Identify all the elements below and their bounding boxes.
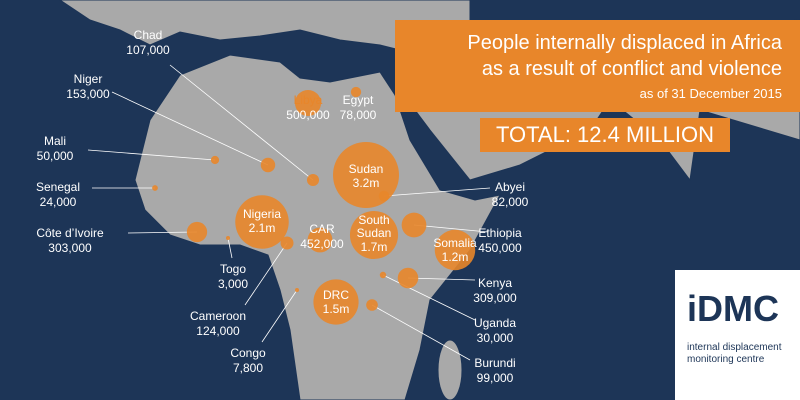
- leader-line: [371, 304, 471, 361]
- country-value: 1.5m: [322, 302, 350, 316]
- bubble: [379, 271, 387, 279]
- bubble: [226, 236, 230, 240]
- country-name: Chad: [133, 28, 163, 42]
- country-name: Burundi: [474, 356, 516, 370]
- bubble: [295, 288, 299, 292]
- country-value: 309,000: [473, 291, 517, 305]
- bubble: [307, 227, 333, 253]
- country-value: 303,000: [48, 241, 92, 255]
- country-value: 450,000: [478, 241, 522, 255]
- country-name: Ethiopia: [478, 226, 522, 240]
- leader-line: [407, 277, 476, 281]
- africa: [134, 54, 501, 400]
- country-name: Cameroon: [189, 309, 247, 323]
- bubble: [294, 89, 322, 117]
- country-name: Congo: [230, 346, 266, 360]
- country-name: Côte d’Ivoire: [36, 226, 104, 240]
- leader-line: [227, 237, 233, 259]
- country-name: Uganda: [473, 316, 517, 330]
- country-name: Kenya: [477, 276, 513, 290]
- country-value: 107,000: [126, 43, 170, 57]
- title-line: as a result of conflict and violence: [481, 58, 782, 80]
- bubble: [313, 279, 359, 325]
- country-value: 1.7m: [360, 240, 388, 254]
- country-name: Mali: [43, 134, 66, 148]
- bubble: [306, 173, 320, 187]
- leader-line: [127, 231, 198, 234]
- leader-line: [169, 64, 314, 181]
- total: TOTAL: 12.4 MILLION: [480, 118, 730, 152]
- country-name: Sudan: [348, 162, 384, 176]
- bubble: [152, 185, 158, 191]
- country-name: DRC: [323, 288, 349, 302]
- country-name: Somalia: [433, 236, 477, 250]
- bubble: [280, 236, 294, 250]
- country-value: 3,000: [217, 277, 249, 291]
- logo-name: iDMC: [687, 288, 779, 329]
- bubble: [366, 299, 378, 311]
- title-box: People internally displaced in Africa as…: [395, 20, 800, 112]
- country-value: 500,000: [286, 108, 330, 122]
- leader-line: [261, 289, 298, 343]
- bubble: [401, 212, 427, 238]
- bubble: [350, 86, 362, 98]
- country-value: 7,800: [232, 361, 264, 375]
- country-name: Egypt: [342, 93, 374, 107]
- country-value: 2.1m: [248, 221, 276, 235]
- country-value: 50,000: [36, 149, 74, 163]
- country-name: Togo: [219, 262, 247, 276]
- country-value: 3.2m: [352, 176, 380, 190]
- country-name: Niger: [73, 72, 103, 86]
- country-value: 30,000: [476, 331, 514, 345]
- leader-line: [244, 242, 288, 306]
- leader-line: [87, 149, 216, 161]
- bubble: [378, 190, 390, 202]
- country-value: 24,000: [39, 195, 77, 209]
- country-name: Senegal: [35, 180, 81, 194]
- bubble: [434, 229, 476, 271]
- bubble: [235, 195, 289, 249]
- country-name: Libya: [293, 93, 323, 107]
- bubble: [260, 157, 276, 173]
- country-value: 124,000: [196, 324, 240, 338]
- leader-line: [382, 274, 476, 321]
- country-value: 99,000: [476, 371, 514, 385]
- logo-tagline: internal displacement: [687, 342, 782, 353]
- country-name: Nigeria: [242, 207, 281, 221]
- date: as of 31 December 2015: [639, 86, 782, 101]
- country-value: 78,000: [339, 108, 377, 122]
- bubble: [210, 155, 220, 165]
- logo-tagline: monitoring centre: [687, 354, 765, 365]
- country-value: 82,000: [491, 195, 529, 209]
- country-name: CAR: [309, 222, 335, 236]
- country-value: 452,000: [300, 237, 344, 251]
- madagascar: [437, 339, 463, 400]
- country-name: Abyei: [494, 180, 526, 194]
- bubble: [186, 221, 208, 243]
- country-value: 1.2m: [441, 250, 469, 264]
- logo: iDMC internal displacement monitoring ce…: [675, 270, 800, 400]
- title-line: People internally displaced in Africa: [467, 32, 782, 54]
- leader-line: [383, 187, 491, 197]
- bubble: [349, 210, 399, 260]
- leader-line: [111, 91, 269, 166]
- country-name: South Sudan: [356, 213, 392, 240]
- bubble: [397, 267, 419, 289]
- leader-line: [413, 224, 489, 233]
- country-value: 153,000: [66, 87, 110, 101]
